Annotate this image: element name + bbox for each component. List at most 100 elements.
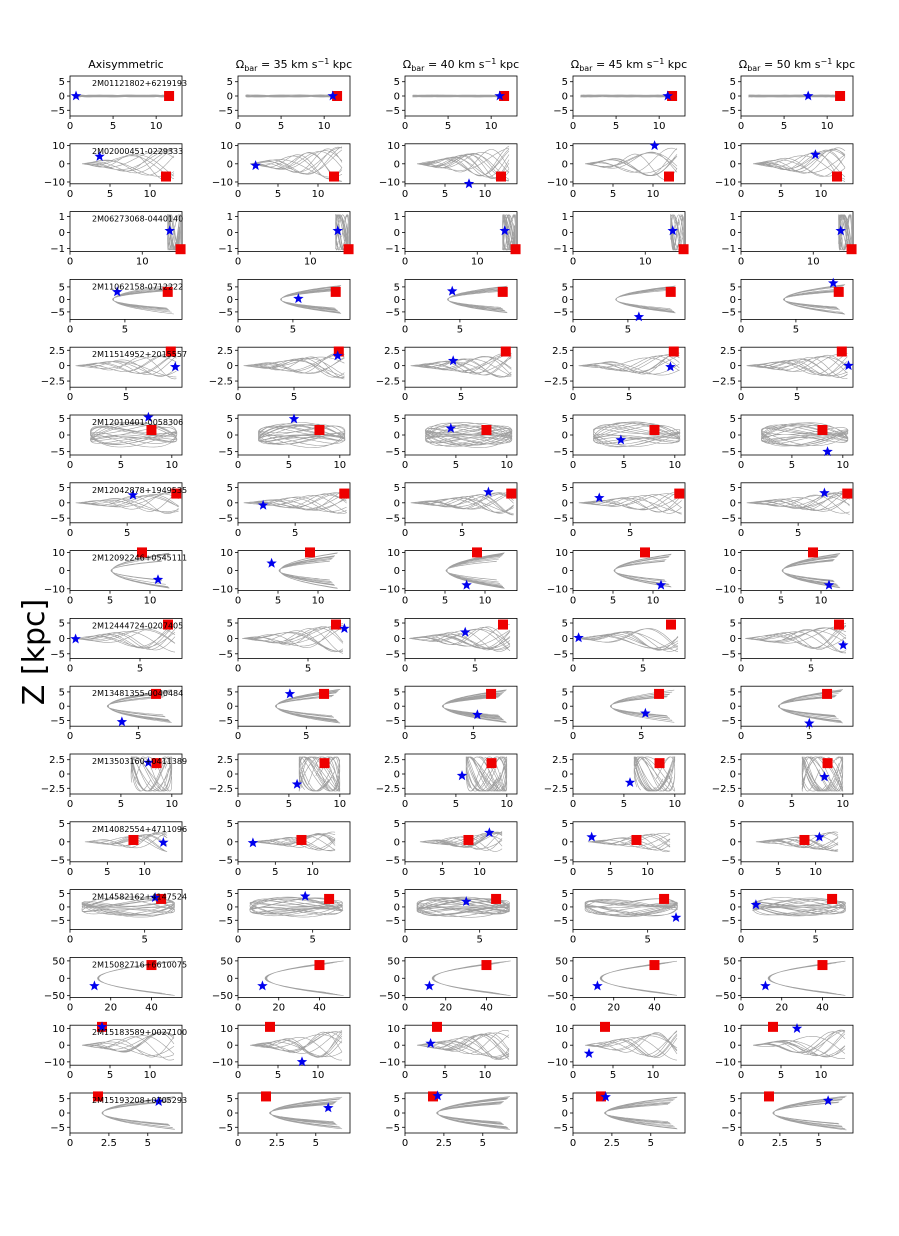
present-position-square bbox=[666, 619, 676, 630]
x-tick-label: 10 bbox=[641, 867, 654, 878]
present-position-square bbox=[827, 893, 838, 904]
y-tick-label: −5 bbox=[553, 514, 568, 525]
present-position-square bbox=[261, 1091, 271, 1102]
present-position-square bbox=[432, 1021, 442, 1032]
y-tick-label: −2.5 bbox=[209, 377, 233, 388]
orbit-lines bbox=[777, 689, 844, 724]
y-tick-label: 0 bbox=[227, 431, 233, 442]
y-tick-label: −5 bbox=[218, 307, 233, 318]
y-tick-label: 10 bbox=[555, 1024, 568, 1035]
x-tick-label: 0 bbox=[738, 867, 744, 878]
y-tick-label: 0 bbox=[730, 295, 736, 306]
y-tick-label: −5 bbox=[553, 106, 568, 117]
present-position-square bbox=[510, 244, 521, 255]
y-tick-label: −5 bbox=[385, 716, 400, 727]
star-marker bbox=[257, 499, 269, 510]
x-tick-label: 10 bbox=[312, 1070, 325, 1081]
present-position-square bbox=[674, 488, 685, 499]
panel-r6-c3: 0 550−5 bbox=[553, 482, 686, 539]
x-tick-label: 0 bbox=[235, 1070, 241, 1081]
title-sub: bar bbox=[244, 64, 258, 73]
x-tick-label: 0 bbox=[570, 1138, 576, 1149]
x-tick-label: 0 bbox=[402, 1070, 408, 1081]
y-tick-label: 0 bbox=[59, 1041, 65, 1052]
star-marker bbox=[665, 361, 676, 372]
y-tick-label: 5 bbox=[227, 282, 233, 293]
x-tick-label: 10 bbox=[815, 1070, 828, 1081]
y-tick-label: 5 bbox=[394, 819, 400, 830]
y-tick-label: −10 bbox=[715, 584, 736, 595]
axes-frame bbox=[572, 278, 686, 320]
x-tick-label: 2.5 bbox=[269, 1138, 285, 1149]
x-tick-label: 0 bbox=[570, 324, 576, 335]
x-tick-label: 0 bbox=[235, 189, 241, 200]
y-tick-label: 0 bbox=[730, 1041, 736, 1052]
orbit-lines bbox=[243, 353, 345, 380]
orbit-lines bbox=[419, 831, 503, 852]
x-tick-label: 10 bbox=[836, 799, 849, 810]
star-marker bbox=[484, 827, 495, 838]
panel-r4-c4: 0 52.50−2.5 bbox=[712, 346, 854, 403]
y-tick-label: 10 bbox=[220, 1024, 233, 1035]
present-position-square bbox=[163, 619, 173, 630]
present-position-square bbox=[764, 1091, 774, 1102]
y-tick-label: 10 bbox=[220, 141, 233, 152]
x-tick-label: 10 bbox=[150, 121, 163, 132]
y-tick-label: −10 bbox=[547, 584, 568, 595]
x-tick-label: 10 bbox=[306, 867, 319, 878]
axes-frame bbox=[404, 211, 518, 253]
x-tick-label: 10 bbox=[485, 121, 498, 132]
panel-r10-c3: 0 5 102.50−2.5 bbox=[544, 753, 686, 810]
y-tick-label: 5 bbox=[59, 77, 65, 88]
y-tick-label: −5 bbox=[553, 447, 568, 458]
orbit-lines bbox=[424, 421, 513, 448]
y-tick-label: 5 bbox=[227, 77, 233, 88]
y-tick-label: 0 bbox=[227, 902, 233, 913]
present-position-square bbox=[768, 1021, 778, 1032]
y-tick-label: −5 bbox=[50, 307, 65, 318]
title-sup: −1 bbox=[485, 57, 497, 66]
y-tick-label: −10 bbox=[212, 1057, 233, 1068]
x-tick-label: 5 bbox=[275, 189, 281, 200]
x-tick-label: 0 bbox=[738, 935, 744, 946]
x-tick-label: 5 bbox=[625, 324, 631, 335]
x-tick-label: 0 bbox=[67, 392, 73, 403]
x-tick-label: 0 bbox=[235, 324, 241, 335]
x-tick-label: 5 bbox=[122, 324, 128, 335]
panel-r3-c2: 0 5 5 0−5 bbox=[385, 278, 518, 335]
y-tick-label: −1 bbox=[50, 244, 65, 255]
axes-frame bbox=[572, 414, 686, 456]
y-tick-label: 0 bbox=[730, 361, 736, 372]
x-tick-label: 5 bbox=[439, 867, 445, 878]
y-tick-label: 2.5 bbox=[217, 346, 233, 357]
x-tick-label: 0 bbox=[738, 189, 744, 200]
column-title-3: Ωbar = 45 km s−1 kpc bbox=[571, 57, 687, 73]
present-position-square bbox=[500, 346, 511, 357]
y-tick-label: 5 bbox=[562, 687, 568, 698]
panel-r15-c4: 0 2.5 550−5 bbox=[721, 1091, 854, 1149]
x-tick-label: 0 bbox=[570, 935, 576, 946]
y-tick-label: 5 bbox=[562, 1094, 568, 1105]
x-tick-label: 0 bbox=[402, 324, 408, 335]
y-tick-label: −50 bbox=[44, 991, 65, 1002]
x-tick-label: 5 bbox=[610, 1070, 616, 1081]
x-tick-label: 10 bbox=[647, 189, 660, 200]
star-marker bbox=[89, 980, 100, 991]
present-position-square bbox=[640, 547, 650, 558]
x-tick-label: 10 bbox=[333, 460, 346, 471]
y-tick-label: 0 bbox=[394, 159, 400, 170]
x-tick-label: 5 bbox=[442, 596, 448, 607]
x-tick-label: 0 bbox=[235, 1138, 241, 1149]
x-tick-label: 0 bbox=[67, 799, 73, 810]
panel-r12-c4: 0 550−5 bbox=[721, 889, 854, 946]
x-tick-label: 0 bbox=[738, 1138, 744, 1149]
x-tick-label: 0 bbox=[235, 257, 241, 268]
star-marker bbox=[822, 1095, 834, 1106]
